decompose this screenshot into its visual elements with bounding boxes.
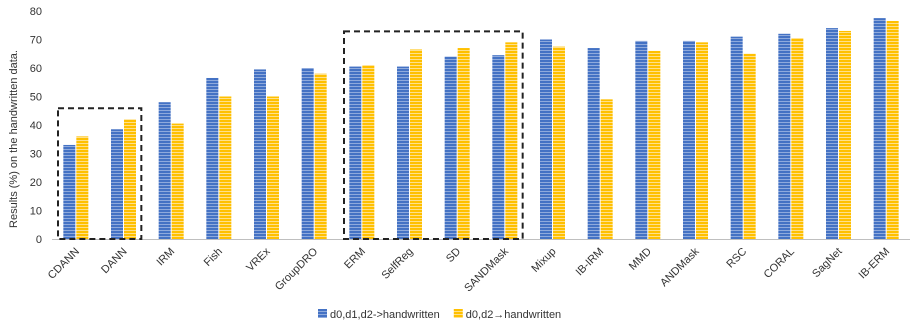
bar-series1-cdann	[63, 145, 75, 239]
bar-series1-dann	[111, 129, 123, 239]
legend-swatch	[318, 309, 327, 318]
y-tick-label: 30	[30, 149, 42, 161]
x-tick-label: VREx	[244, 245, 273, 274]
bar-series2-groupdro	[315, 74, 327, 239]
bar-series1-sagnet	[826, 28, 838, 239]
bar-series1-erm	[349, 67, 361, 239]
y-tick-label: 20	[30, 177, 42, 189]
x-tick-label: IRM	[155, 246, 178, 269]
bar-series1-ib-erm	[874, 18, 886, 239]
y-tick-label: 10	[30, 206, 42, 218]
bar-series2-vrex	[267, 97, 279, 240]
bar-series2-ib-irm	[601, 99, 613, 239]
bar-series2-irm	[172, 124, 184, 239]
bar-series2-selfreg	[410, 49, 422, 239]
bar-series2-andmask	[696, 42, 708, 239]
x-tick-label: ERM	[342, 246, 368, 272]
x-tick-label: IB-ERM	[857, 246, 893, 282]
x-tick-label: MMD	[627, 246, 654, 273]
bar-series1-selfreg	[397, 67, 409, 239]
bar-series2-sandmask	[505, 42, 517, 239]
bars	[63, 18, 898, 239]
legend-label: d0,d1,d2->handwritten	[330, 309, 440, 321]
x-tick-label: Mixup	[529, 246, 558, 275]
x-tick-label: CORAL	[762, 246, 797, 281]
x-tick-label: GroupDRO	[273, 245, 321, 293]
y-tick-label: 80	[30, 6, 42, 18]
bar-series2-dann	[124, 119, 136, 239]
y-tick-label: 0	[36, 234, 42, 246]
bar-series2-fish	[219, 97, 231, 240]
bar-series1-sd	[445, 57, 457, 239]
legend-label: d0,d2→handwritten	[466, 309, 561, 321]
x-axis: CDANN DANN IRM Fish VREx GroupDRO ERM SelfReg SD…	[46, 240, 910, 295]
x-tick-label: IB-IRM	[574, 246, 607, 279]
y-tick-label: 50	[30, 92, 42, 104]
bar-series2-sagnet	[839, 31, 851, 239]
x-tick-label: SD	[444, 246, 463, 265]
bar-series2-ib-erm	[887, 21, 899, 239]
x-tick-label: SANDMask	[462, 245, 511, 294]
bar-series1-mmd	[635, 41, 647, 239]
x-tick-label: SagNet	[810, 246, 844, 280]
bar-series1-rsc	[731, 37, 743, 239]
bar-series1-coral	[778, 34, 790, 239]
y-axis: 0 10 20 30 40 50 60 70 80	[30, 6, 42, 246]
bar-series1-fish	[206, 78, 218, 239]
y-axis-label: Results (%) on the handwritten data.	[8, 50, 20, 228]
bar-series1-vrex	[254, 69, 266, 239]
x-tick-label: SelfReg	[379, 246, 415, 282]
bar-series1-irm	[159, 102, 171, 239]
bar-series1-sandmask	[492, 55, 504, 239]
x-tick-label: Fish	[202, 246, 225, 269]
y-tick-label: 40	[30, 120, 42, 132]
y-tick-label: 60	[30, 63, 42, 75]
bar-series1-groupdro	[302, 68, 314, 239]
bar-series1-mixup	[540, 40, 552, 240]
x-tick-label: RSC	[724, 246, 749, 271]
y-tick-label: 70	[30, 35, 42, 47]
bar-series2-erm	[362, 65, 374, 239]
bar-series2-sd	[458, 48, 470, 239]
bar-series2-coral	[791, 38, 803, 239]
legend: d0,d1,d2->handwritten d0,d2→handwritten	[318, 309, 561, 321]
bar-series1-andmask	[683, 41, 695, 239]
bar-series2-mixup	[553, 47, 565, 239]
x-tick-label: DANN	[99, 246, 130, 277]
legend-swatch	[454, 309, 463, 318]
bar-series1-ib-irm	[588, 48, 600, 239]
x-tick-label: CDANN	[46, 246, 82, 282]
bar-series2-mmd	[648, 51, 660, 239]
bar-series2-rsc	[744, 54, 756, 239]
x-tick-label: ANDMask	[658, 245, 702, 289]
bar-series2-cdann	[76, 136, 88, 239]
